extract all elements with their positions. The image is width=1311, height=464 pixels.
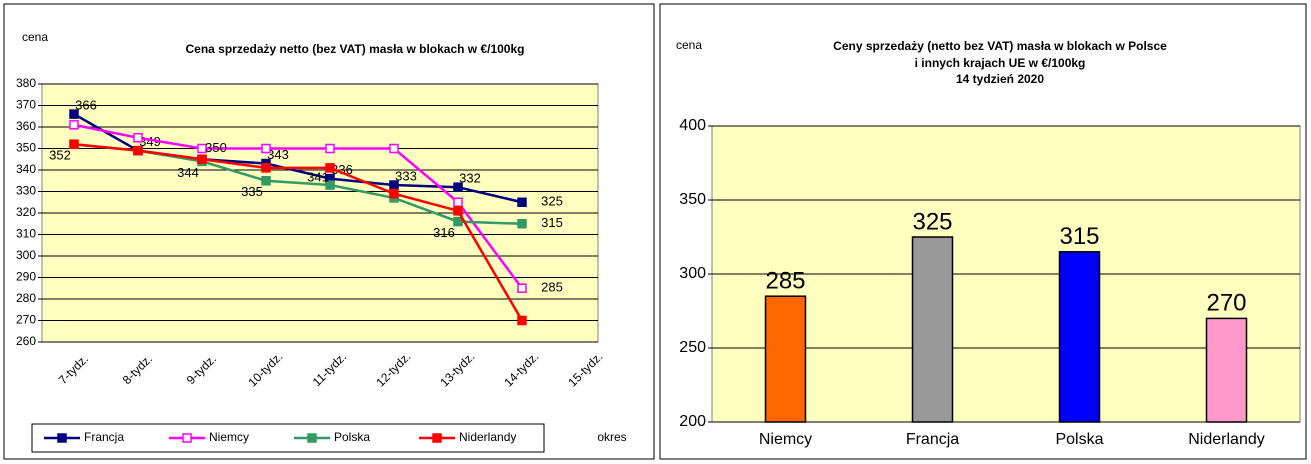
- y-tick-label: 320: [16, 205, 36, 219]
- bar: [1058, 251, 1101, 423]
- marker: [69, 109, 79, 119]
- y-tick-label: 250: [679, 339, 706, 356]
- y-tick-label: 360: [16, 119, 36, 133]
- chart-title: Cena sprzedaży netto (bez VAT) masła w b…: [186, 42, 525, 56]
- marker: [325, 163, 335, 173]
- x-axis-label: okres: [597, 430, 626, 444]
- data-label: 366: [75, 98, 97, 113]
- x-tick-label: Francja: [906, 431, 959, 448]
- marker: [133, 145, 143, 156]
- data-label: 325: [541, 194, 563, 209]
- y-axis-label: cena: [22, 30, 48, 44]
- x-tick-label: Niderlandy: [1188, 431, 1264, 448]
- legend-box: [31, 423, 545, 453]
- y-tick-label: 400: [679, 117, 706, 134]
- data-label: 315: [1059, 223, 1099, 250]
- y-tick-label: 330: [16, 184, 36, 198]
- data-label: 341: [307, 169, 329, 184]
- bar: [764, 295, 807, 423]
- marker: [453, 216, 463, 227]
- y-tick-label: 280: [16, 291, 36, 305]
- y-tick-label: 260: [16, 334, 36, 348]
- legend-marker: [307, 433, 317, 443]
- marker: [261, 143, 271, 154]
- data-label: 336: [331, 162, 353, 177]
- marker: [517, 315, 527, 326]
- marker: [325, 143, 335, 154]
- y-axis-label: cena: [676, 38, 702, 52]
- marker: [453, 182, 463, 192]
- x-tick-label: Niemcy: [759, 431, 812, 448]
- marker: [197, 154, 207, 164]
- legend-label: Niemcy: [209, 430, 249, 444]
- chart-title: 14 tydzień 2020: [956, 72, 1044, 86]
- y-tick-label: 370: [16, 98, 36, 112]
- legend-marker: [432, 433, 442, 443]
- x-tick-label: Polska: [1055, 431, 1103, 448]
- data-label: 350: [205, 140, 227, 155]
- marker: [133, 133, 143, 143]
- series-line: [73, 142, 524, 322]
- series-line: [73, 123, 524, 289]
- marker: [517, 283, 527, 293]
- data-label: 332: [459, 171, 481, 186]
- marker: [69, 139, 79, 149]
- legend-label: Niderlandy: [459, 430, 516, 444]
- data-label: 285: [765, 268, 805, 295]
- y-tick-label: 200: [679, 413, 706, 430]
- marker: [453, 197, 463, 207]
- legend-label: Polska: [334, 430, 370, 444]
- data-label: 316: [433, 225, 455, 240]
- marker: [517, 197, 527, 207]
- data-label: 333: [395, 168, 417, 183]
- marker: [325, 180, 335, 190]
- y-tick-label: 350: [679, 191, 706, 208]
- y-tick-label: 310: [16, 227, 36, 241]
- data-label: 343: [267, 147, 289, 162]
- y-tick-label: 290: [16, 270, 36, 284]
- y-tick-label: 350: [16, 141, 36, 155]
- marker: [517, 219, 527, 229]
- data-label: 335: [241, 184, 263, 199]
- bar: [1205, 317, 1248, 423]
- marker: [261, 176, 271, 186]
- marker: [453, 206, 463, 216]
- chart-title: Ceny sprzedaży (netto bez VAT) masła w b…: [833, 39, 1167, 53]
- y-tick-label: 300: [679, 265, 706, 282]
- data-label: 285: [541, 280, 563, 295]
- y-tick-label: 270: [16, 313, 36, 327]
- legend-marker: [182, 433, 192, 443]
- marker: [197, 143, 207, 154]
- data-label: 325: [912, 208, 952, 235]
- data-label: 352: [49, 148, 71, 163]
- marker: [69, 120, 79, 130]
- data-label: 270: [1206, 290, 1246, 317]
- chart-title: i innych krajach UE w €/100kg: [915, 56, 1086, 70]
- marker: [389, 188, 399, 199]
- y-tick-label: 340: [16, 162, 36, 176]
- legend-label: Francja: [84, 430, 124, 444]
- data-label: 344: [177, 165, 199, 180]
- data-label: 315: [541, 215, 563, 230]
- bar: [911, 236, 954, 423]
- y-tick-label: 300: [16, 248, 36, 262]
- legend-marker: [57, 433, 67, 443]
- marker: [389, 143, 399, 154]
- marker: [261, 163, 271, 173]
- y-tick-label: 380: [16, 76, 36, 90]
